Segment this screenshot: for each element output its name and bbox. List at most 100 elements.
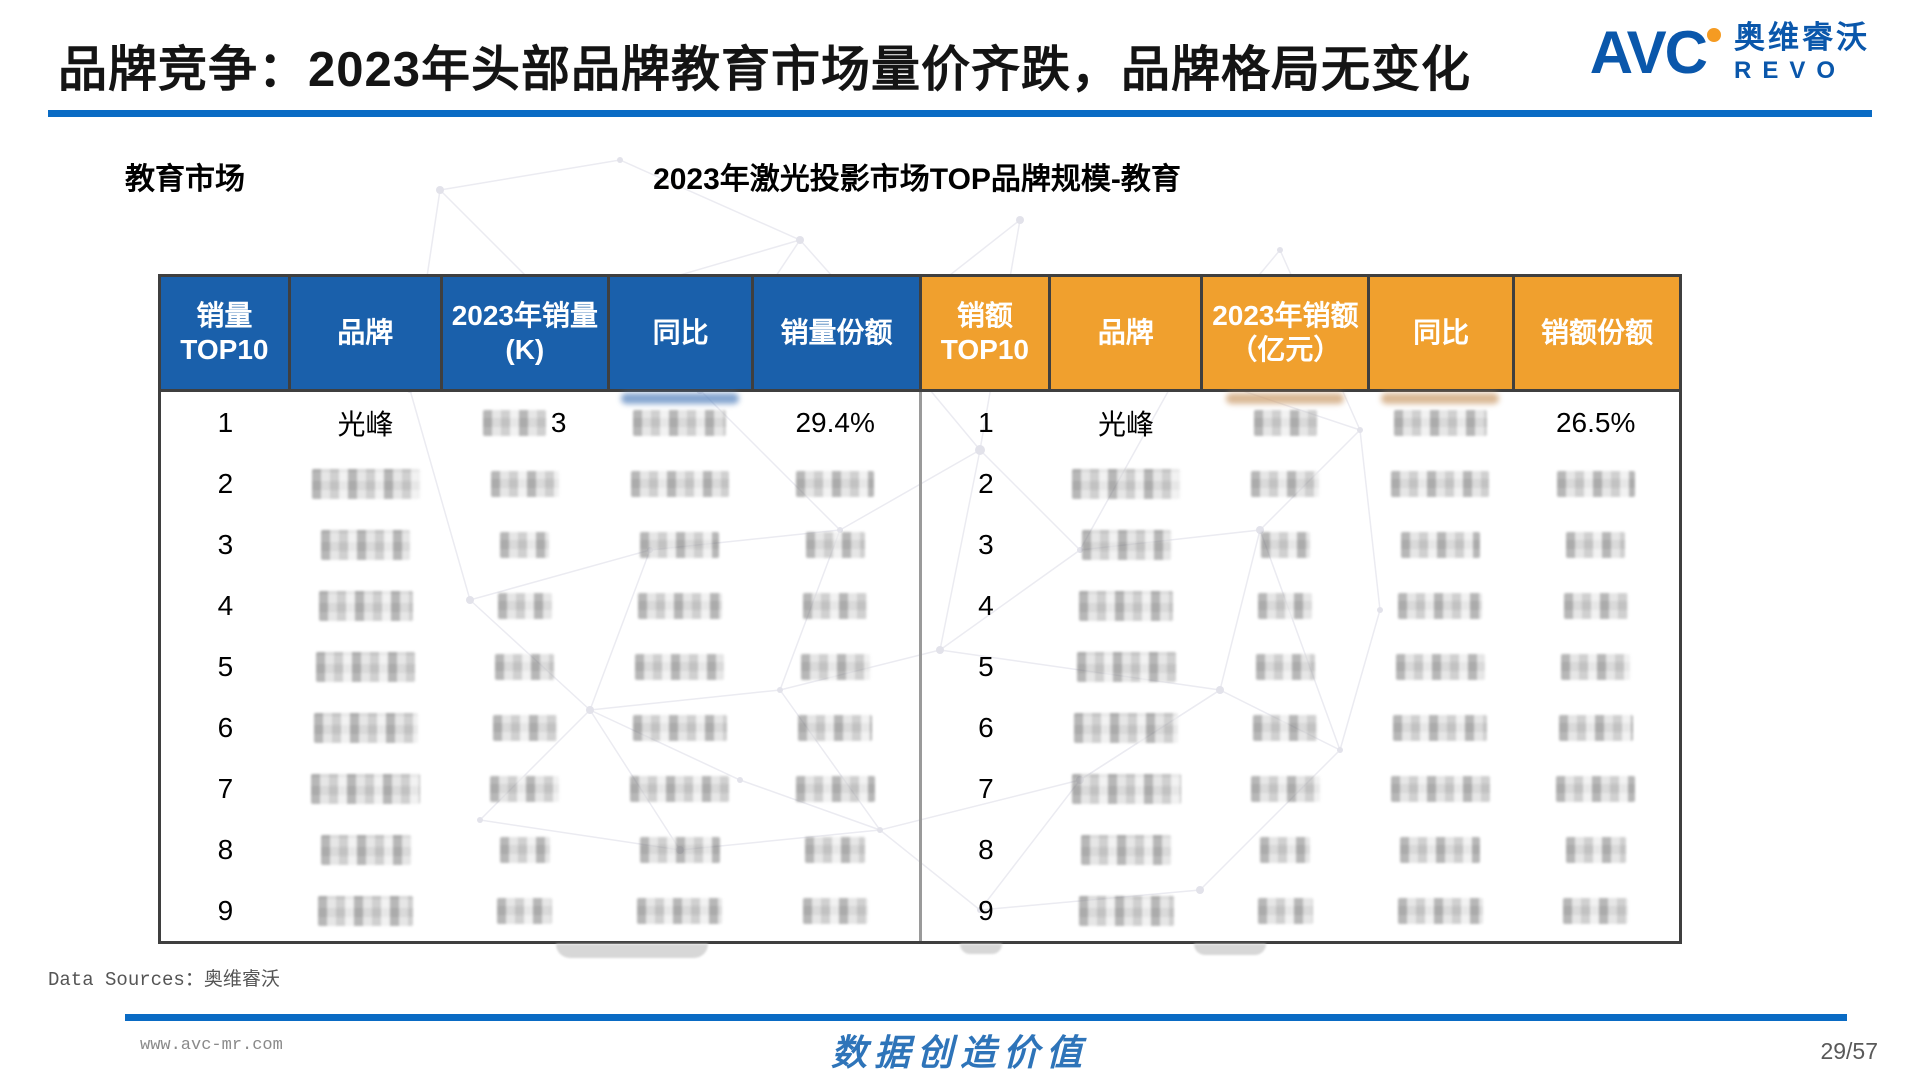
redacted-brand — [313, 712, 418, 743]
yoy-cell — [1368, 880, 1512, 941]
rank-cell: 1 — [978, 406, 994, 438]
blur-artifact — [1194, 944, 1266, 955]
share-cell — [752, 636, 919, 697]
redacted-brand — [1079, 590, 1174, 621]
column-header: 品牌 — [1051, 277, 1201, 389]
redacted-brand — [316, 651, 416, 682]
avc-logo-text: AVC — [1590, 22, 1721, 83]
value-cell — [1202, 453, 1369, 514]
value-cell — [441, 697, 608, 758]
redacted-value — [1251, 470, 1320, 497]
redacted-yoy — [1400, 531, 1480, 558]
redacted-share — [1561, 653, 1631, 680]
share-cell — [1512, 697, 1679, 758]
table-row: 8 — [922, 819, 1680, 880]
yoy-cell — [1368, 575, 1512, 636]
redacted-yoy — [637, 897, 723, 924]
value-cell — [1202, 697, 1369, 758]
brand-cell: 光峰 — [337, 408, 394, 440]
value-cell — [441, 636, 608, 697]
rank-cell: 7 — [978, 772, 994, 804]
page-number: 29/57 — [1820, 1038, 1878, 1064]
column-header: 品牌 — [290, 277, 440, 389]
redacted-yoy — [1391, 470, 1490, 497]
share-cell — [752, 758, 919, 819]
redacted-yoy — [635, 653, 725, 680]
logo-orange-dot-icon — [1707, 27, 1721, 42]
blur-artifact — [1226, 393, 1345, 404]
yoy-cell — [608, 819, 752, 880]
table-caption: 2023年激光投影市场TOP品牌规模-教育 — [653, 163, 1181, 196]
redacted-brand — [311, 468, 420, 499]
rank-cell: 8 — [217, 833, 234, 865]
table-row: 8 — [161, 819, 919, 880]
redacted-value — [1253, 409, 1317, 436]
redacted-share — [1556, 470, 1635, 497]
redacted-brand — [318, 895, 414, 926]
redacted-value — [1255, 653, 1315, 680]
table-row: 7 — [922, 758, 1680, 819]
redacted-share — [1558, 714, 1633, 741]
share-cell — [752, 514, 919, 575]
column-header: 销额份额 — [1514, 277, 1679, 389]
yoy-cell — [1368, 697, 1512, 758]
redacted-value — [500, 531, 550, 558]
logo-chinese-name: 奥维睿沃 — [1734, 20, 1870, 55]
redacted-yoy — [632, 714, 727, 741]
yoy-cell — [1368, 514, 1512, 575]
share-cell: 29.4% — [795, 406, 875, 438]
value-cell — [1202, 819, 1369, 880]
blur-artifact — [556, 944, 708, 958]
redacted-brand — [1081, 834, 1172, 865]
redacted-share — [805, 531, 865, 558]
share-cell — [752, 819, 919, 880]
table-row: 6 — [161, 697, 919, 758]
brand-cell — [1050, 514, 1202, 575]
value-cell — [441, 514, 608, 575]
rank-cell: 2 — [978, 467, 994, 499]
brand-cell — [1050, 880, 1202, 941]
rank-cell: 4 — [217, 589, 234, 621]
rank-cell: 9 — [978, 894, 994, 926]
brand-cell — [1050, 819, 1202, 880]
page-title: 品牌竞争：2023年头部品牌教育市场量价齐跌，品牌格局无变化 — [58, 43, 1472, 97]
redacted-brand — [1081, 529, 1171, 560]
yoy-cell — [1368, 819, 1512, 880]
redacted-yoy — [633, 409, 727, 436]
redacted-value — [497, 592, 552, 619]
table-row: 3 — [161, 514, 919, 575]
share-cell: 26.5% — [1555, 406, 1636, 438]
column-header: 销量TOP10 — [161, 277, 288, 389]
redacted-yoy — [1398, 592, 1483, 619]
yoy-cell — [608, 514, 752, 575]
redacted-share — [800, 653, 870, 680]
website-url: www.avc-mr.com — [140, 1036, 283, 1055]
share-cell — [1512, 758, 1679, 819]
redacted-value — [1250, 775, 1320, 802]
column-header: 销量份额 — [754, 277, 919, 389]
brand-cell: 光峰 — [1098, 408, 1155, 440]
table-row: 1 光峰 26.5% — [922, 392, 1680, 453]
column-header: 2023年销额 （亿元） — [1203, 277, 1368, 389]
share-cell — [752, 880, 919, 941]
brand-cell — [1050, 636, 1202, 697]
column-header: 同比 — [609, 277, 752, 389]
share-cell — [1512, 514, 1679, 575]
yoy-cell — [608, 758, 752, 819]
data-sources-note: Data Sources：奥维睿沃 — [48, 969, 280, 991]
yoy-cell — [1368, 636, 1512, 697]
table-row: 2 — [922, 453, 1680, 514]
footer-slogan: 数据创造价值 — [830, 1033, 1089, 1073]
blur-artifact — [1381, 393, 1500, 404]
value-cell — [1202, 758, 1369, 819]
redacted-brand — [1072, 468, 1181, 499]
rank-cell: 1 — [217, 406, 234, 438]
footer-divider-line — [125, 1014, 1847, 1021]
share-cell — [1512, 880, 1679, 941]
table-row: 4 — [161, 575, 919, 636]
redacted-brand — [1076, 651, 1176, 682]
redacted-share — [803, 592, 868, 619]
rank-cell: 5 — [978, 650, 994, 682]
redacted-value — [495, 653, 555, 680]
brand-cell — [290, 514, 442, 575]
